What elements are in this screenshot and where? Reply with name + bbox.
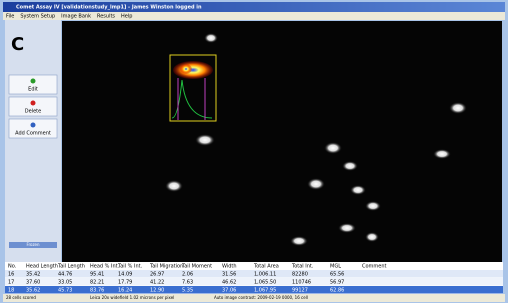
column-header: Comment	[362, 264, 387, 270]
table-cell: 37.06	[222, 288, 236, 294]
table-cell: 65.56	[330, 272, 344, 278]
table-cell: 14.09	[118, 272, 132, 278]
menu-item[interactable]: Results	[97, 14, 115, 20]
column-header: Head Length	[26, 264, 58, 270]
status-text: 28 cells scored	[6, 295, 36, 300]
menu-item[interactable]: Image Bank	[61, 14, 91, 20]
table-cell: 18	[8, 288, 14, 294]
window-title: Comet Assay IV [validationstudy_lmp1] - …	[16, 5, 202, 11]
button-icon	[31, 79, 36, 84]
table-cell: 82.21	[90, 280, 104, 286]
table-cell: 2.06	[182, 272, 193, 278]
button-label: Edit	[28, 87, 38, 93]
button-label: Delete	[25, 109, 41, 115]
table-cell: 99127	[292, 288, 308, 294]
frozen-label: Frozen	[26, 242, 40, 247]
table-cell: 16.24	[118, 288, 132, 294]
table-cell: 37.60	[26, 280, 40, 286]
table-cell: 35.62	[26, 288, 40, 294]
table-cell: 35.42	[26, 272, 40, 278]
column-header: Tail Moment	[181, 264, 212, 270]
menu-item[interactable]: System Setup	[20, 14, 55, 20]
table-cell: 110746	[292, 280, 311, 286]
button-icon	[31, 123, 36, 128]
table-cell: 56.97	[330, 280, 344, 286]
table-cell: 7.63	[182, 280, 193, 286]
column-header: No.	[8, 264, 17, 270]
menu-item[interactable]: File	[6, 14, 14, 20]
table-cell: 95.41	[90, 272, 104, 278]
table-cell: 46.62	[222, 280, 236, 286]
status-text: Auto image contrast: 2009-02-19 0000, 16…	[214, 295, 308, 300]
column-header: Total Area	[253, 264, 279, 270]
column-header: Head % Int.	[90, 264, 120, 270]
menu-item[interactable]: Help	[121, 14, 132, 20]
column-header: Tail Length	[57, 264, 85, 270]
table-cell: 83.76	[90, 288, 104, 294]
table-cell: 16	[8, 272, 14, 278]
table-cell: 1,006.11	[254, 272, 276, 278]
button-icon	[31, 101, 36, 106]
left-panel	[5, 20, 61, 262]
table-cell: 31.56	[222, 272, 236, 278]
column-header: Total Int.	[291, 264, 314, 270]
table-cell: 62.86	[330, 288, 344, 294]
image-view	[62, 21, 502, 262]
button-label: Add Comment	[15, 131, 51, 137]
table-cell: 44.76	[58, 272, 72, 278]
column-header: Width	[222, 264, 237, 270]
table-cell: 45.73	[58, 288, 72, 294]
app-window: Comet Assay IV [validationstudy_lmp1] - …	[0, 0, 508, 303]
table-cell: 17	[8, 280, 14, 286]
table-cell: 33.05	[58, 280, 72, 286]
column-header: Tail % Int.	[117, 264, 143, 270]
table-cell: 41.22	[150, 280, 164, 286]
table-cell: 12.90	[150, 288, 164, 294]
table-cell: 17.79	[118, 280, 132, 286]
table-cell: 82280	[292, 272, 308, 278]
status-text: Leica 20x widefield 1.02 microns per pix…	[90, 295, 174, 300]
table-cell: 1,065.50	[254, 280, 276, 286]
table-cell: 26.97	[150, 272, 164, 278]
column-header: MGL	[330, 264, 341, 270]
column-header: Tail Migration	[149, 264, 183, 270]
table-cell: 5.35	[182, 288, 193, 294]
table-cell: 1,067.95	[254, 288, 276, 294]
panel-label: C	[11, 34, 24, 55]
